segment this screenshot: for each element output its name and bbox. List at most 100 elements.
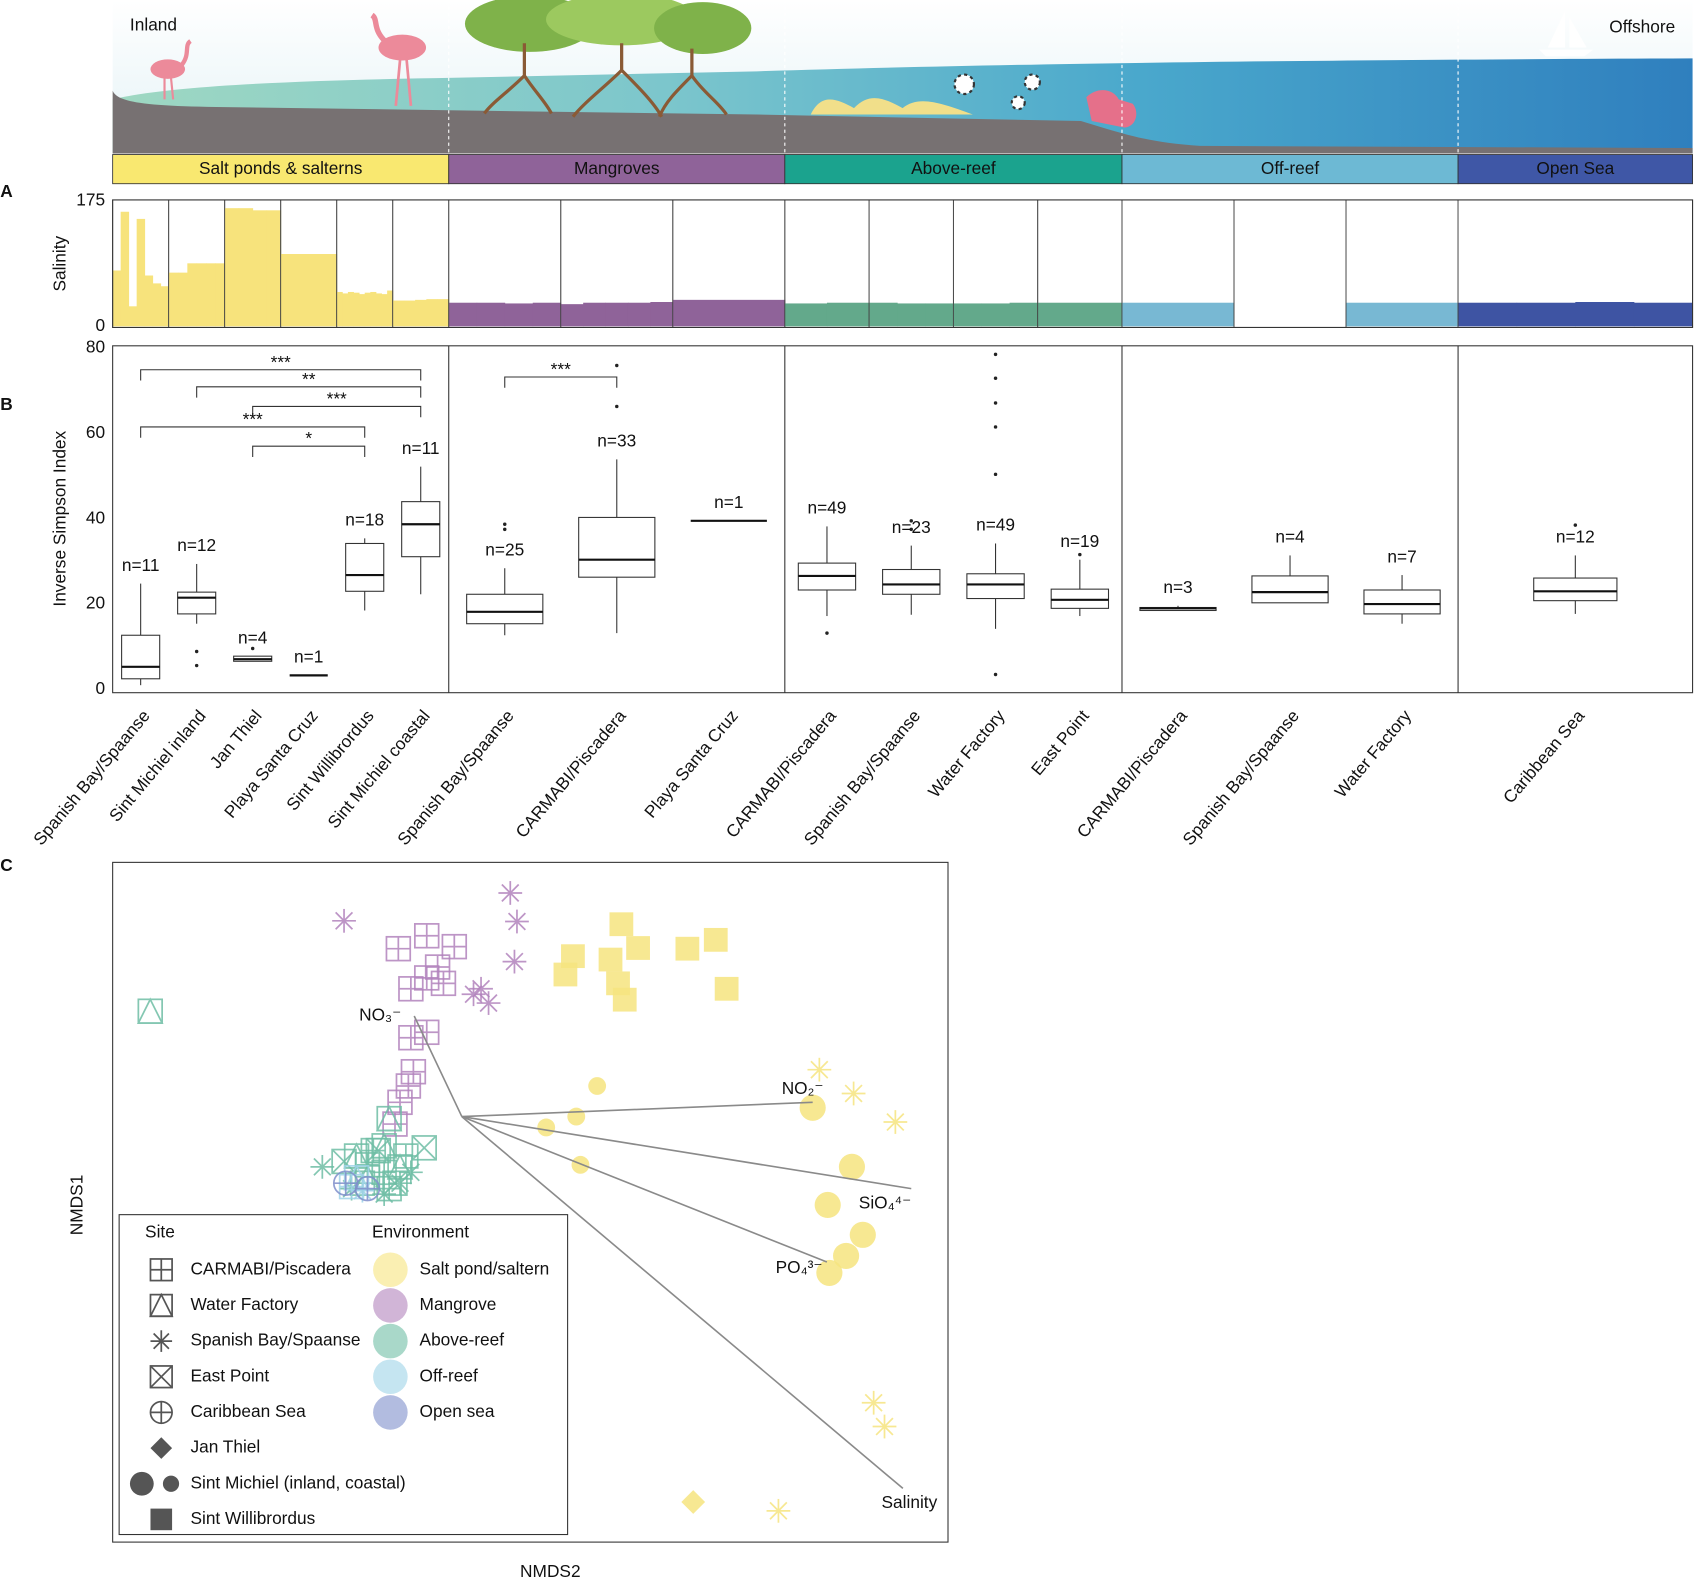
- point: [537, 1118, 556, 1137]
- plot-frame: [112, 861, 949, 1543]
- box: [882, 568, 941, 595]
- marker-fill: [129, 1471, 154, 1496]
- point: [136, 997, 164, 1024]
- bar: [672, 299, 786, 327]
- marker-fill: [838, 1153, 866, 1180]
- flamingo-legs: [394, 59, 413, 107]
- bar: [370, 291, 377, 327]
- fish: [1023, 73, 1041, 91]
- point: [398, 1024, 424, 1051]
- marker-stroke: [875, 1417, 894, 1436]
- bar: [392, 300, 405, 327]
- point: [816, 1259, 843, 1286]
- bar: [224, 208, 240, 327]
- point: [833, 1242, 860, 1270]
- bar: [1009, 302, 1039, 327]
- legend-swatch: [373, 1252, 408, 1288]
- point: [430, 970, 457, 997]
- marker-fill: [612, 987, 637, 1012]
- environment-band: [112, 154, 450, 185]
- bar: [120, 211, 130, 327]
- point: [375, 1104, 403, 1132]
- bar: [336, 291, 343, 327]
- point: [598, 947, 623, 972]
- x-tick-label: Water Factory: [924, 706, 1009, 802]
- sail: [1547, 10, 1566, 48]
- bar: [1516, 302, 1576, 327]
- environment-band: [1457, 154, 1694, 185]
- bar: [784, 303, 828, 327]
- bar: [178, 272, 188, 327]
- point: [883, 1110, 908, 1134]
- legend-label: Off-reef: [420, 1365, 478, 1385]
- offshore-label: Offshore: [1609, 17, 1675, 37]
- point: [461, 982, 486, 1007]
- marker-outline: [137, 998, 163, 1024]
- marker-fill: [609, 912, 634, 937]
- legend-label: Sint Michiel (inland, coastal): [190, 1472, 405, 1492]
- n-label: n=4: [238, 627, 268, 647]
- legend-marker: [129, 1471, 154, 1496]
- mangroves: [464, 0, 752, 118]
- point: [588, 1077, 607, 1095]
- marker-fill: [799, 1094, 826, 1121]
- point: [382, 1111, 408, 1137]
- legend-marker: [162, 1475, 180, 1492]
- marker-stroke: [886, 1113, 905, 1132]
- x-tick-label: Sint Michiel inland: [105, 706, 210, 826]
- n-label: n=19: [1060, 531, 1099, 551]
- legend-marker: [150, 1508, 173, 1531]
- marker-stroke: [507, 912, 526, 931]
- vector-label: NO₂⁻: [782, 1078, 824, 1098]
- vector: [413, 1015, 463, 1117]
- bar: [196, 263, 207, 327]
- n-label: n=11: [122, 555, 160, 575]
- panel-label: C: [0, 855, 12, 875]
- significance-label: **: [302, 369, 316, 389]
- point: [400, 1058, 427, 1085]
- legend-marker: [149, 1292, 174, 1318]
- vector: [461, 1115, 904, 1490]
- box: [177, 591, 217, 615]
- box: [578, 516, 656, 578]
- n-label: n=7: [1387, 546, 1416, 566]
- outlier: [993, 401, 998, 405]
- marker-stroke: [313, 1157, 332, 1176]
- environment-label: Open Sea: [1536, 158, 1614, 178]
- bar: [897, 303, 926, 327]
- bar: [1037, 302, 1123, 327]
- x-tick-label: Jan Thiel: [206, 706, 266, 772]
- legend-label: Open sea: [420, 1401, 495, 1421]
- y-tick-label: 175: [76, 190, 105, 210]
- y-tick-label: 0: [95, 315, 105, 335]
- legend-swatch: [373, 1323, 408, 1359]
- boat: [1539, 10, 1594, 57]
- marker-outline: [376, 1105, 402, 1132]
- significance-bracket: [252, 445, 366, 457]
- inland-label: Inland: [130, 14, 177, 34]
- point: [502, 949, 527, 974]
- marker-stroke: [844, 1084, 863, 1103]
- n-label: n=23: [892, 517, 931, 537]
- marker-stroke: [153, 1332, 170, 1350]
- point: [398, 976, 424, 1002]
- legend-title: Environment: [372, 1222, 469, 1242]
- legend-label: Sint Willibrordus: [190, 1508, 315, 1528]
- vector-label: SiO₄⁴⁻: [859, 1192, 911, 1212]
- coral: [810, 98, 973, 115]
- n-label: n=11: [402, 438, 440, 458]
- n-label: n=49: [976, 515, 1015, 535]
- point: [476, 991, 501, 1015]
- marker-outline: [411, 1135, 437, 1161]
- point: [612, 987, 637, 1012]
- point: [441, 933, 468, 960]
- flamingo-body: [378, 34, 427, 61]
- x-tick-label: Spanish Bay/Spaanse: [1178, 706, 1303, 849]
- ground: [112, 90, 1693, 154]
- outlier: [993, 425, 998, 429]
- bar: [426, 299, 438, 327]
- n-label: n=33: [597, 431, 636, 451]
- bar: [152, 283, 162, 327]
- marker-fill: [162, 1475, 180, 1492]
